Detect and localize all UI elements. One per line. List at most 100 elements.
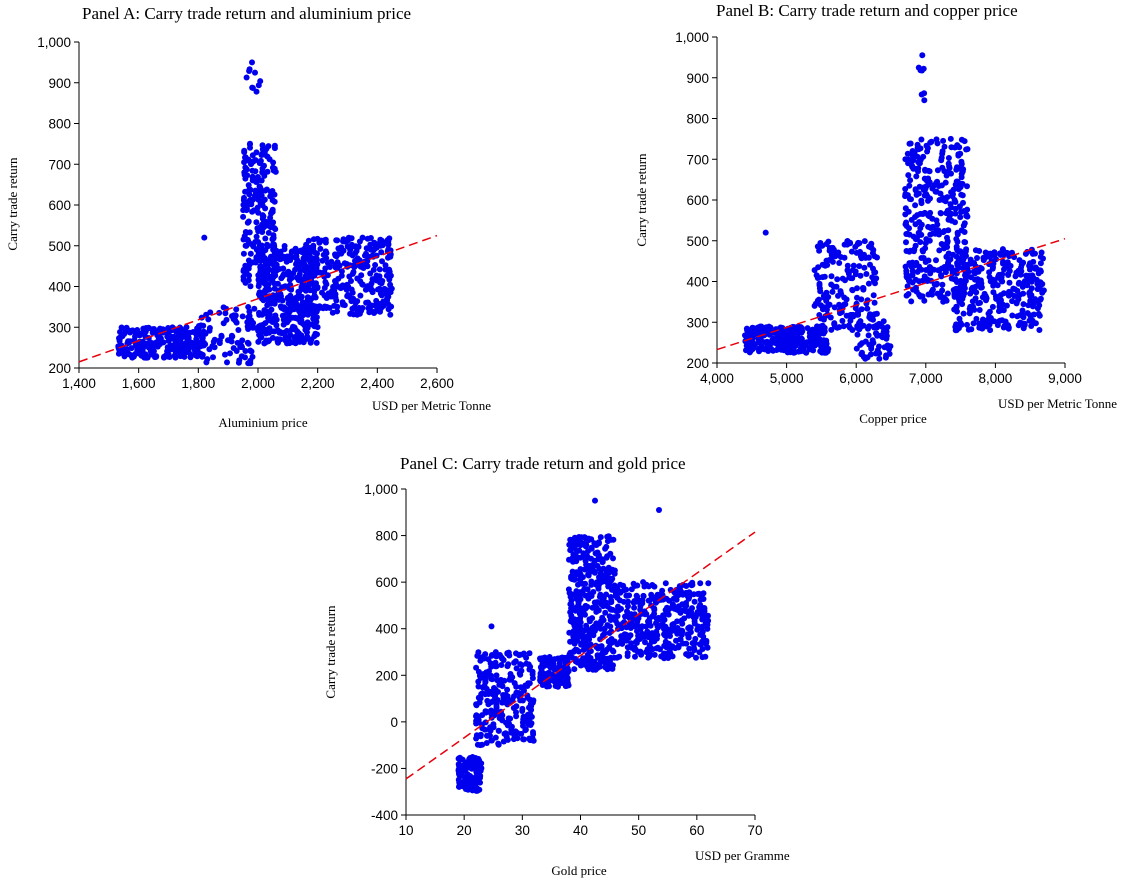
panel-b-point	[859, 340, 865, 347]
panel-b-point	[876, 355, 883, 362]
panel-b-point	[957, 165, 964, 172]
panel-c-point	[492, 707, 499, 714]
panel-c-point	[537, 655, 543, 662]
panel-a-point	[363, 250, 369, 257]
panel-c-point	[518, 730, 525, 737]
panel-b-point	[869, 274, 876, 281]
panel-b-point	[925, 257, 932, 264]
panel-b-point	[913, 173, 920, 180]
panel-a-point	[241, 171, 248, 178]
panel-b-point	[821, 273, 828, 280]
panel-c-point	[573, 630, 580, 637]
panel-a-point	[236, 357, 243, 364]
panel-c-point	[697, 580, 704, 587]
panel-b-point	[755, 324, 762, 331]
panel-a: Panel A: Carry trade return and aluminiu…	[0, 0, 570, 440]
panel-b-point	[1020, 301, 1027, 308]
panel-c-point	[599, 617, 606, 624]
panel-a-point	[306, 296, 313, 303]
panel-c-point	[694, 626, 701, 633]
panel-a-point	[207, 309, 214, 316]
panel-c-point	[686, 624, 693, 631]
panel-a-point	[224, 359, 230, 366]
panel-a-point	[273, 265, 280, 271]
panel-a-point	[250, 324, 257, 331]
panel-b-chart: Panel B: Carry trade return and copper p…	[634, 1, 1117, 426]
panel-c-point	[627, 612, 634, 618]
panel-a-point	[254, 177, 261, 184]
panel-b-point	[918, 136, 925, 143]
panel-b-point	[1031, 298, 1038, 305]
panel-a-point	[277, 303, 284, 310]
panel-c-point	[473, 712, 480, 719]
panel-b: Panel B: Carry trade return and copper p…	[0, 0, 1141, 440]
panel-c-point	[513, 665, 520, 672]
panel-a-point	[257, 244, 264, 251]
panel-c-point	[588, 578, 595, 585]
panel-b-point	[912, 202, 919, 209]
panel-c-point	[585, 572, 592, 579]
panel-b-point	[810, 332, 817, 339]
panel-b-point	[965, 268, 972, 275]
panel-b-point	[1001, 323, 1008, 329]
panel-a-point	[345, 292, 352, 298]
panel-a-point	[281, 330, 287, 337]
panel-c-point	[681, 606, 688, 613]
panel-a-point	[252, 239, 259, 245]
panel-a-point	[293, 274, 300, 281]
panel-c-point	[673, 637, 679, 644]
panel-b-point	[828, 281, 835, 288]
panel-c-point	[577, 576, 584, 583]
panel-c-point	[704, 621, 711, 628]
panel-b-point	[933, 257, 939, 264]
panel-a-point	[321, 269, 328, 276]
panel-b-point	[831, 321, 838, 328]
panel-c-x-tick-label: 30	[515, 823, 530, 838]
panel-c-point	[583, 561, 590, 568]
panel-b-point	[925, 212, 932, 219]
panel-c-point	[632, 653, 638, 660]
panel-b-point	[958, 254, 965, 261]
panel-b-point	[835, 292, 841, 299]
panel-b-point	[791, 328, 798, 335]
panel-a-point	[201, 234, 208, 241]
panel-b-point	[927, 231, 934, 238]
panel-b-ylabel: Carry trade return	[634, 153, 649, 247]
panel-b-point	[780, 347, 787, 354]
panel-b-point	[864, 305, 871, 312]
panel-b-point	[817, 240, 824, 246]
panel-a-point	[356, 310, 363, 317]
panel-b-point	[917, 225, 924, 232]
panel-a-point	[285, 268, 292, 275]
panel-c-point	[651, 596, 658, 603]
panel-a-point	[277, 248, 284, 255]
panel-b-xlabel: Copper price	[859, 411, 927, 426]
panel-c-point	[649, 582, 656, 588]
panel-b-point	[982, 249, 989, 256]
panel-b-point	[783, 328, 790, 335]
panel-b-point	[843, 312, 850, 319]
panel-c-point	[527, 663, 534, 670]
panel-a-point	[369, 308, 376, 315]
panel-c-point	[525, 680, 532, 687]
panel-b-point	[916, 183, 923, 190]
panel-c-point	[568, 616, 575, 622]
panel-c-point	[614, 620, 621, 627]
panel-b-point	[976, 248, 983, 254]
panel-b-point	[916, 219, 923, 226]
panel-a-point	[271, 248, 278, 254]
panel-a-point	[254, 188, 261, 195]
panel-b-point	[956, 144, 963, 151]
panel-b-point	[939, 281, 946, 288]
panel-c-point	[569, 536, 576, 543]
panel-c-point	[684, 631, 691, 638]
panel-b-point	[1015, 322, 1022, 329]
panel-c-point	[478, 760, 485, 767]
panel-c-point	[576, 534, 582, 540]
panel-a-point	[240, 213, 247, 220]
panel-c-point	[456, 763, 463, 770]
panel-c-point	[661, 626, 667, 632]
panel-a-point	[242, 229, 249, 235]
panel-b-point	[922, 185, 929, 192]
panel-a-point	[293, 249, 300, 256]
